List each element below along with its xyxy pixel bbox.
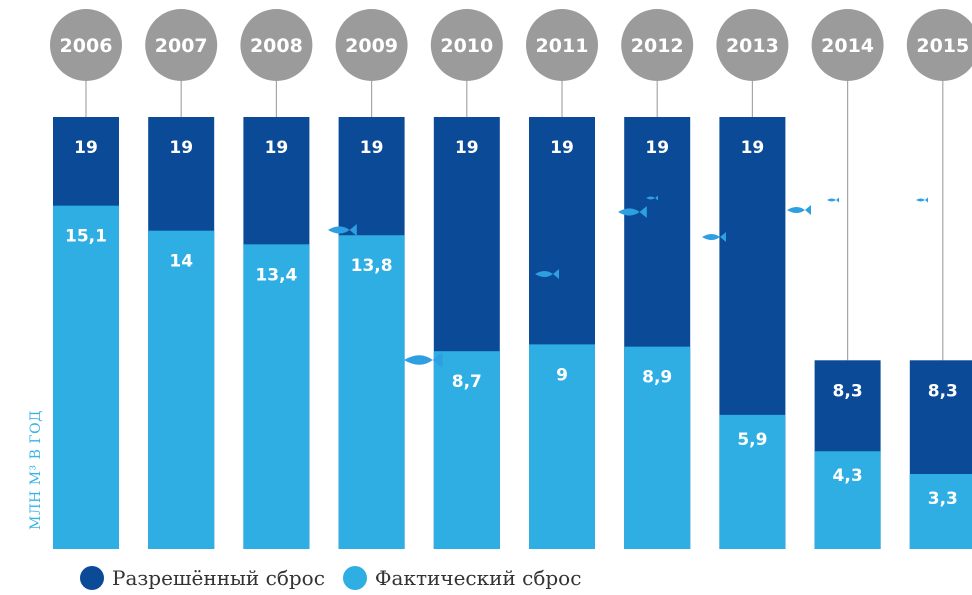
year-badge	[716, 9, 789, 81]
bar-actual	[243, 244, 310, 550]
fish-icon	[916, 197, 928, 203]
bar-actual	[719, 414, 786, 549]
fish-icon	[646, 195, 658, 201]
year-badge	[145, 9, 218, 81]
value-label-actual: 15,1	[65, 227, 107, 247]
year-label: 2010	[440, 35, 493, 57]
year-badge	[526, 9, 598, 81]
fish-icon	[827, 197, 839, 203]
value-label-allowed: 8,3	[928, 381, 958, 401]
year-label: 2007	[155, 35, 208, 57]
legend-item-allowed: Разрешённый сброс	[80, 566, 325, 590]
bar-actual	[338, 235, 405, 550]
legend-item-actual: Фактический сброс	[342, 566, 582, 590]
value-label-actual: 8,7	[452, 372, 482, 392]
value-label-actual: 13,8	[351, 256, 393, 276]
year-label: 2011	[536, 35, 589, 57]
value-label-actual: 9	[556, 365, 568, 385]
legend-label-allowed: Разрешённый сброс	[112, 566, 325, 590]
legend: Разрешённый сброс Фактический сброс	[80, 566, 599, 590]
value-label-allowed: 19	[169, 138, 193, 158]
value-label-allowed: 19	[741, 138, 765, 158]
bar-actual	[814, 451, 881, 549]
bar-actual	[53, 205, 119, 549]
legend-swatch-actual	[342, 566, 367, 590]
year-badge	[811, 9, 884, 81]
bar-actual	[433, 351, 500, 549]
year-badge	[50, 9, 122, 81]
bar-actual	[909, 473, 972, 549]
fish-icon	[535, 269, 559, 279]
value-label-allowed: 19	[74, 138, 98, 158]
value-label-actual: 14	[169, 252, 193, 272]
y-axis-label: МЛН М³ В ГОД	[28, 410, 44, 530]
bar-actual	[624, 346, 691, 549]
year-label: 2014	[821, 35, 874, 57]
year-label: 2015	[916, 35, 969, 57]
year-label: 2006	[60, 35, 113, 57]
year-label: 2013	[726, 35, 779, 57]
bar-actual	[529, 344, 595, 549]
legend-swatch-allowed	[80, 566, 104, 590]
year-badge	[906, 9, 972, 81]
value-label-actual: 5,9	[737, 430, 767, 450]
value-label-allowed: 19	[645, 138, 669, 158]
year-label: 2008	[250, 35, 303, 57]
legend-label-actual: Фактический сброс	[374, 566, 582, 590]
year-label: 2009	[345, 35, 398, 57]
value-label-allowed: 19	[550, 138, 574, 158]
bar-actual	[148, 230, 215, 549]
fish-icon	[328, 224, 357, 236]
fish-icon	[618, 206, 647, 218]
year-badge	[621, 9, 694, 81]
value-label-allowed: 19	[265, 138, 289, 158]
year-badge	[430, 9, 503, 81]
value-label-actual: 13,4	[255, 265, 297, 285]
value-label-actual: 8,9	[642, 368, 672, 388]
year-badge	[335, 9, 408, 81]
value-label-allowed: 8,3	[833, 381, 863, 401]
value-label-allowed: 19	[360, 138, 384, 158]
value-label-actual: 3,3	[928, 489, 958, 509]
fish-icon	[702, 232, 726, 242]
fish-icon	[787, 205, 811, 215]
year-badge	[240, 9, 313, 81]
value-label-allowed: 19	[455, 138, 479, 158]
value-label-actual: 4,3	[833, 466, 863, 486]
year-label: 2012	[631, 35, 684, 57]
fish-icon	[404, 352, 443, 368]
